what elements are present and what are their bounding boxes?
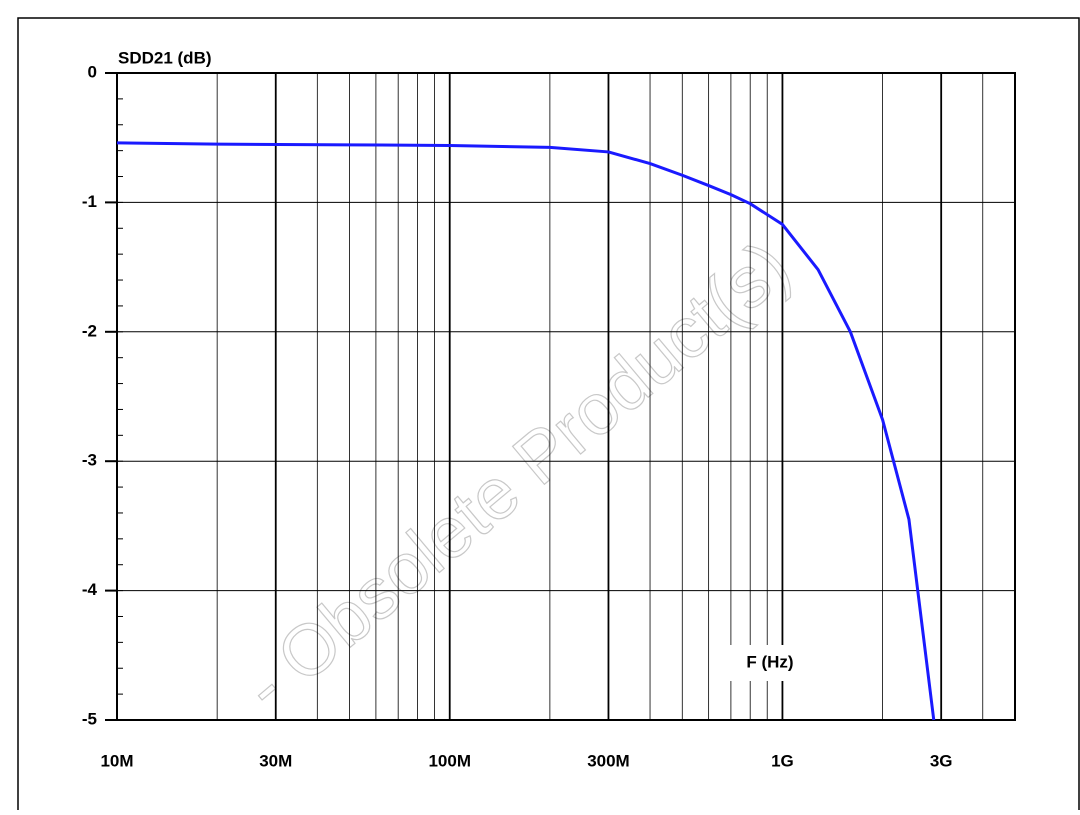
y-tick-label: -3 xyxy=(82,451,97,470)
y-tick-label: -2 xyxy=(82,321,97,340)
x-tick-label: 1G xyxy=(771,751,794,770)
x-tick-label: 300M xyxy=(587,751,630,770)
x-tick-label: 30M xyxy=(259,751,292,770)
y-tick-label: -4 xyxy=(82,580,98,599)
x-tick-label: 3G xyxy=(930,751,953,770)
y-tick-label: -1 xyxy=(82,192,97,211)
x-tick-label: 10M xyxy=(100,751,133,770)
data-line xyxy=(116,141,936,721)
y-tick-label: 0 xyxy=(88,62,97,81)
plot: 10M 30M 100M 300M 1G 3G 0 -1 -2 -3 -4 -5 xyxy=(82,62,1016,770)
frame xyxy=(17,17,1080,815)
y-axis-label: SDD21 (dB) xyxy=(118,48,212,67)
x-tick-label: 100M xyxy=(428,751,471,770)
watermark: - Obsolete Product(s) xyxy=(229,226,805,727)
x-label-box xyxy=(730,645,810,681)
y-tick-label: -5 xyxy=(82,709,97,728)
x-axis-label: F (Hz) xyxy=(746,652,793,671)
plot-border xyxy=(116,72,1016,721)
